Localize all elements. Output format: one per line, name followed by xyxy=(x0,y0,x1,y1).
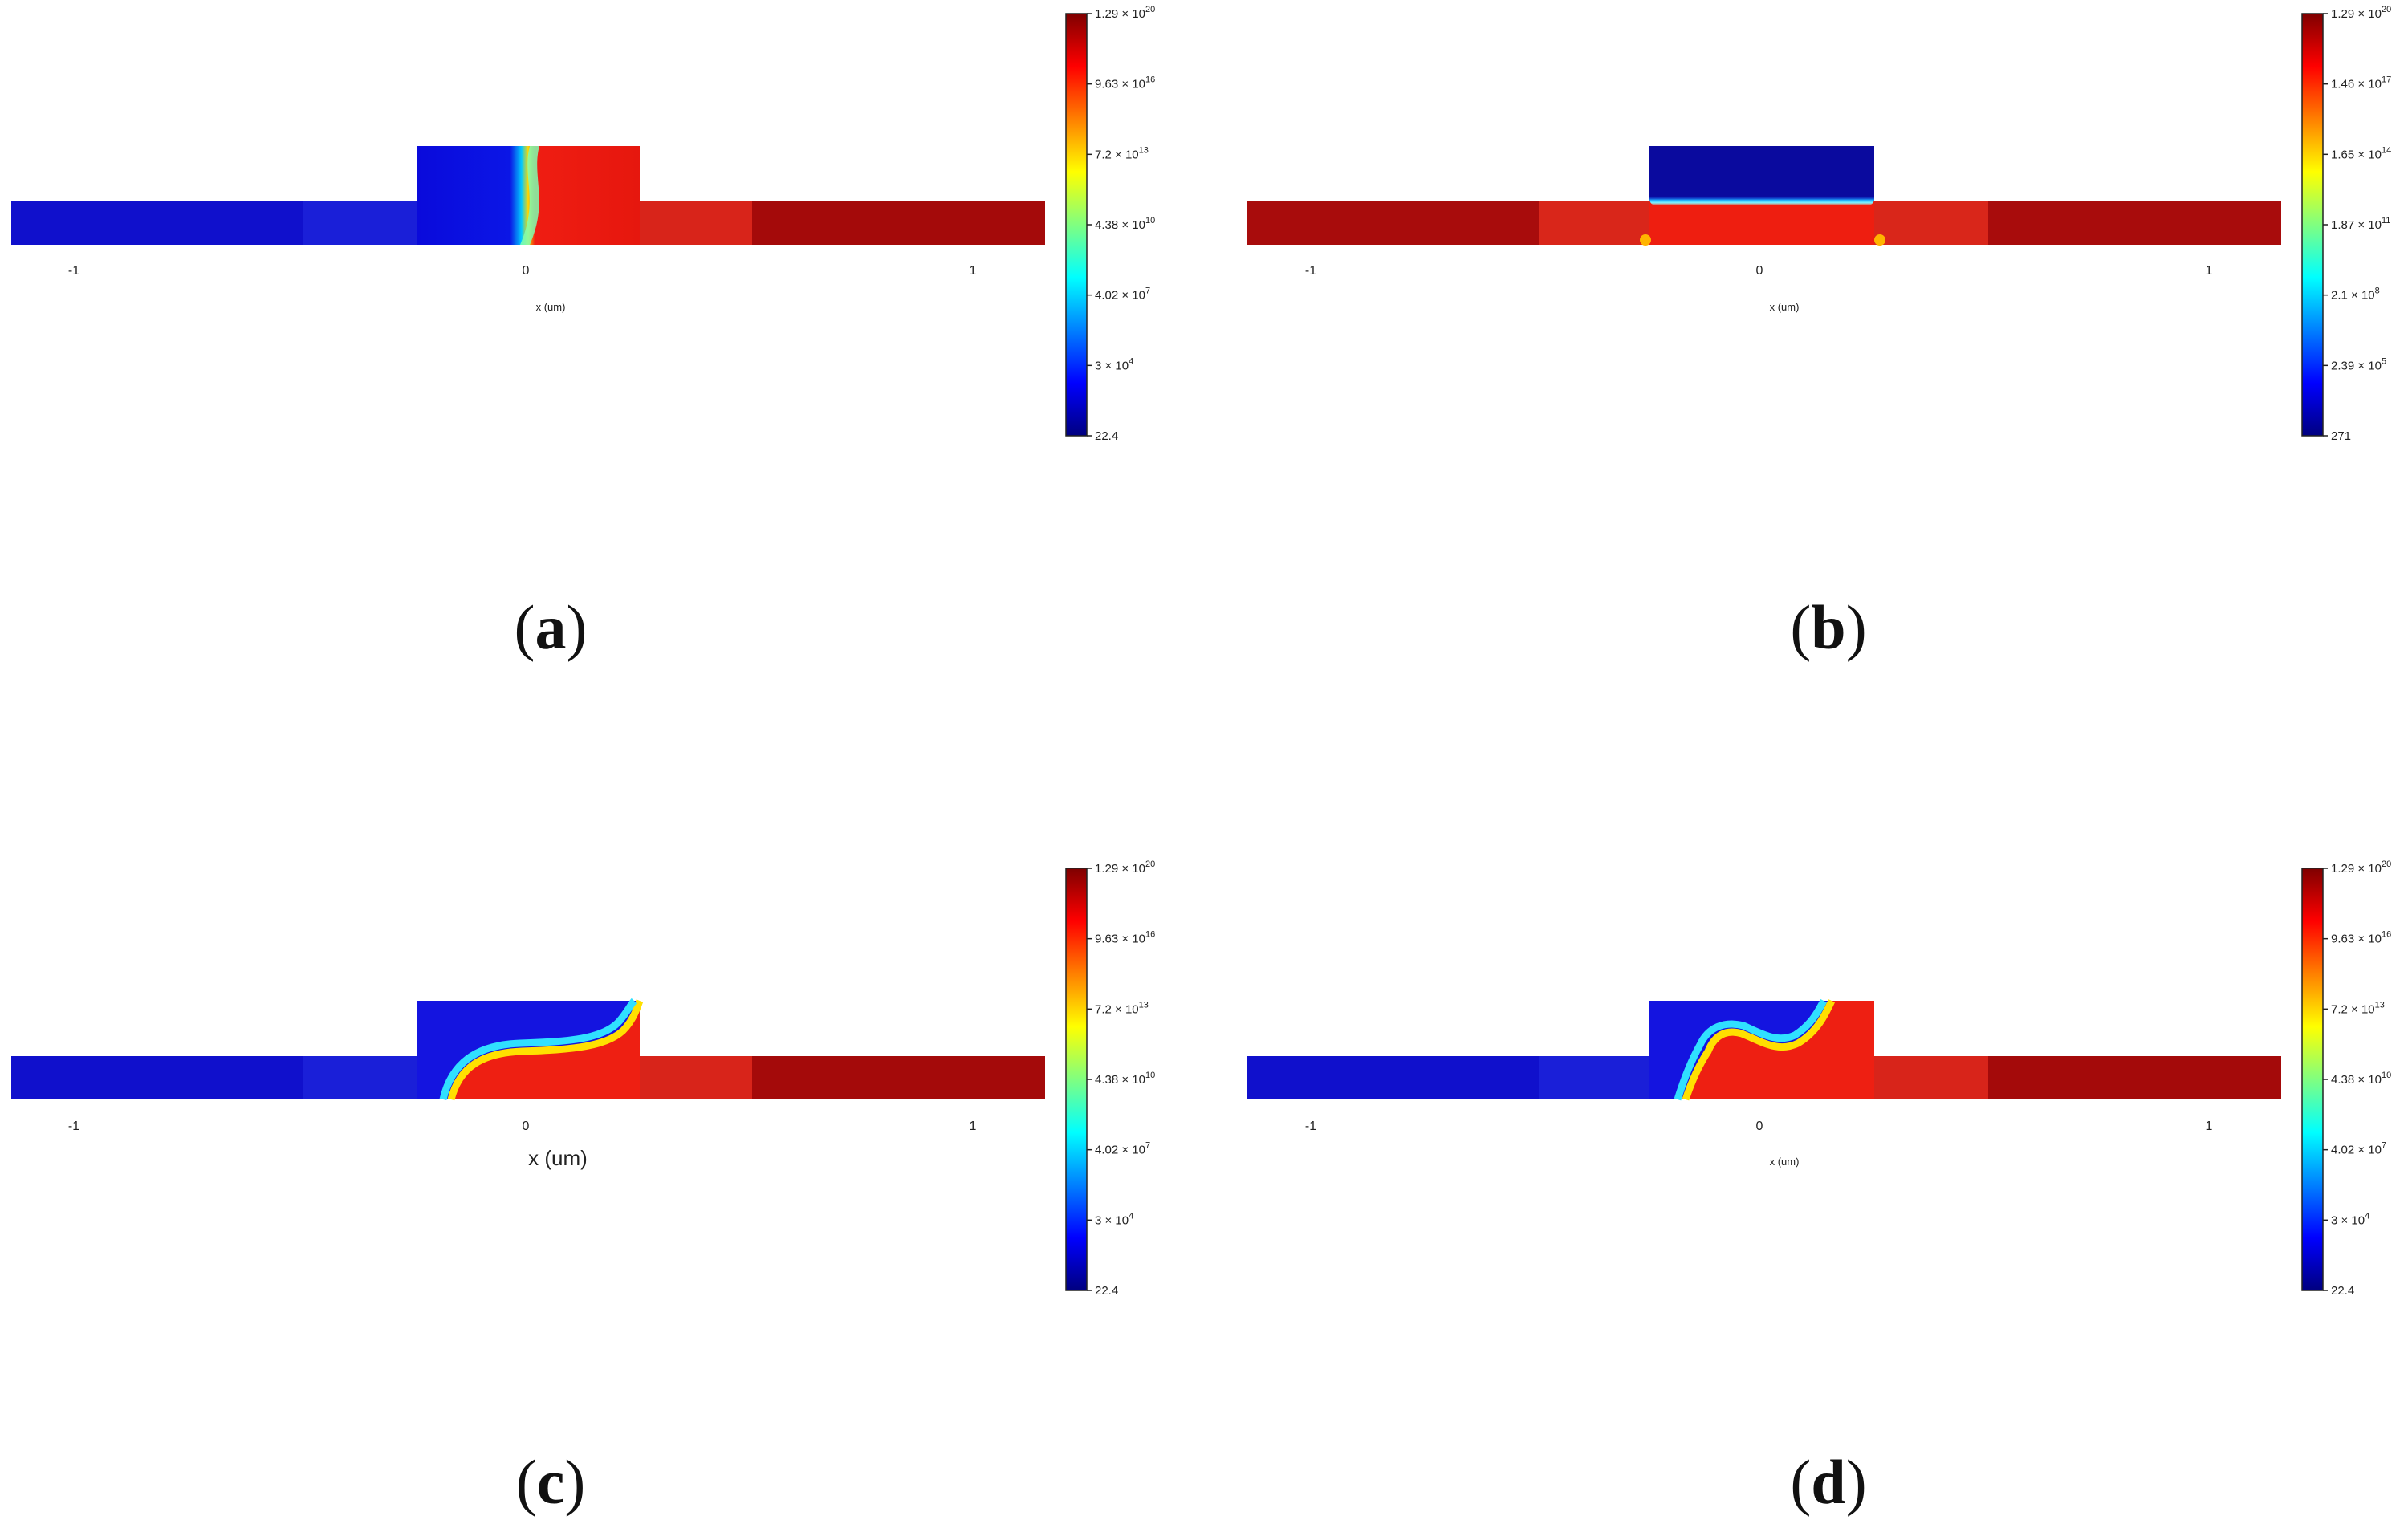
colorbar-tick-label: 1.29 × 1020 xyxy=(2331,860,2391,876)
colorbar-ticks-b: 1.29 × 1020 1.46 × 1017 1.65 × 1014 1.87 × … xyxy=(2323,5,2391,443)
colorbar-bar xyxy=(2301,13,2324,437)
boundary-edge-c xyxy=(439,998,637,1101)
boundary-edge-d xyxy=(1674,998,1827,1101)
colorbar-tick-label: 2.1 × 108 xyxy=(2331,287,2380,303)
colorbar-ticks-a: 1.29 × 1020 9.63 × 1016 7.2 × 1013 4.38 × 1… xyxy=(1087,5,1155,443)
x-axis-label: x (um) xyxy=(1770,1156,1800,1168)
x-tick-label: 0 xyxy=(1756,264,1763,278)
panel-a: -1 0 1 x (um) 1.29 × 1020 9.63 × 1016 7.2 … xyxy=(11,5,1155,662)
panel-d: -1 0 1 x (um) 1.29 × 1020 9.63 × 1016 7.2 … xyxy=(1247,860,2391,1517)
x-tick-label: 1 xyxy=(970,264,977,278)
colorbar-tick-label: 4.38 × 1010 xyxy=(1095,216,1155,232)
colorbar-tick-label: 4.02 × 107 xyxy=(1095,287,1150,303)
x-tick-label: -1 xyxy=(1305,1120,1316,1133)
x-tick-label: 1 xyxy=(970,1120,977,1133)
x-axis-a: -1 0 1 x (um) xyxy=(68,264,977,313)
channel-mid-left-b xyxy=(1539,201,1649,245)
channel-left-shade-c xyxy=(303,1056,417,1099)
channel-far-right-c xyxy=(752,1056,1045,1099)
colorbar-d: 1.29 × 1020 9.63 × 1016 7.2 × 1013 4.38 × 1… xyxy=(2301,860,2391,1298)
colorbar-ticks-c: 1.29 × 1020 9.63 × 1016 7.2 × 1013 4.38 × 1… xyxy=(1087,860,1155,1298)
colorbar-tick-label: 4.38 × 1010 xyxy=(2331,1071,2391,1087)
colorbar-tick-label: 4.02 × 107 xyxy=(1095,1141,1150,1157)
heatmap-a xyxy=(11,146,1045,245)
colorbar-tick-label: 1.29 × 1020 xyxy=(1095,5,1155,21)
colorbar-tick-label: 9.63 × 1016 xyxy=(2331,930,2391,946)
channel-right-b xyxy=(1988,201,2281,245)
x-axis-label: x (um) xyxy=(1770,301,1800,313)
channel-right-d xyxy=(1874,1056,1988,1099)
channel-right-c xyxy=(640,1056,752,1099)
colorbar-tick-label: 1.29 × 1020 xyxy=(1095,860,1155,876)
x-tick-label: -1 xyxy=(68,1120,79,1133)
x-tick-label: 0 xyxy=(523,1120,530,1133)
channel-mid-right-b xyxy=(1874,201,1988,245)
x-tick-label: 1 xyxy=(2206,1120,2213,1133)
heatmap-c xyxy=(11,998,1045,1101)
x-tick-label: -1 xyxy=(68,264,79,278)
panel-caption: (c) xyxy=(516,1447,586,1517)
colorbar-tick-label: 22.4 xyxy=(2331,1284,2354,1298)
colorbar-c: 1.29 × 1020 9.63 × 1016 7.2 × 1013 4.38 × 1… xyxy=(1065,860,1155,1298)
colorbar-bar xyxy=(1065,13,1088,437)
panel-caption: (a) xyxy=(515,592,588,662)
colorbar-tick-label: 7.2 × 1013 xyxy=(1095,145,1149,161)
colorbar-tick-label: 3 × 104 xyxy=(1095,356,1133,372)
colorbar-tick-label: 1.87 × 1011 xyxy=(2331,216,2390,232)
x-axis-label: x (um) xyxy=(528,1146,588,1170)
colorbar-b: 1.29 × 1020 1.46 × 1017 1.65 × 1014 1.87 × … xyxy=(2301,5,2391,443)
channel-left-shade-d xyxy=(1539,1056,1649,1099)
colorbar-bar xyxy=(2301,868,2324,1291)
x-tick-label: 1 xyxy=(2206,264,2213,278)
boundary-region-c xyxy=(451,1001,640,1099)
colorbar-tick-label: 1.29 × 1020 xyxy=(2331,5,2391,21)
heatmap-b xyxy=(1247,146,2281,246)
colorbar-tick-label: 1.65 × 1014 xyxy=(2331,145,2391,161)
x-tick-label: 0 xyxy=(523,264,530,278)
hotspot-b xyxy=(1874,234,1885,246)
channel-right-a xyxy=(640,201,752,245)
channel-left-shade-a xyxy=(303,201,417,245)
colorbar-tick-label: 3 × 104 xyxy=(2331,1211,2369,1227)
channel-center-b xyxy=(1649,201,1874,245)
x-axis-label: x (um) xyxy=(536,301,566,313)
colorbar-tick-label: 7.2 × 1013 xyxy=(2331,1000,2385,1016)
colorbar-bar xyxy=(1065,868,1088,1291)
boundary-front-c xyxy=(447,999,644,1101)
colorbar-tick-label: 9.63 × 1016 xyxy=(1095,75,1155,91)
x-axis-c: -1 0 1 x (um) xyxy=(68,1120,977,1170)
x-axis-d: -1 0 1 x (um) xyxy=(1305,1120,2213,1168)
x-tick-label: 0 xyxy=(1756,1120,1763,1133)
panel-c: -1 0 1 x (um) 1.29 × 1020 9.63 × 1016 7.2 … xyxy=(11,860,1155,1517)
colorbar-tick-label: 4.02 × 107 xyxy=(2331,1141,2386,1157)
panel-b: -1 0 1 x (um) 1.29 × 1020 1.46 × 1017 1.65… xyxy=(1247,5,2391,662)
colorbar-a: 1.29 × 1020 9.63 × 1016 7.2 × 1013 4.38 × 1… xyxy=(1065,5,1155,443)
colorbar-tick-label: 2.39 × 105 xyxy=(2331,356,2386,372)
colorbar-tick-label: 271 xyxy=(2331,429,2351,443)
channel-left-d xyxy=(1247,1056,1539,1099)
panel-caption: (b) xyxy=(1790,592,1866,662)
colorbar-tick-label: 22.4 xyxy=(1095,1284,1118,1298)
colorbar-tick-label: 4.38 × 1010 xyxy=(1095,1071,1155,1087)
colorbar-tick-label: 1.46 × 1017 xyxy=(2331,75,2391,91)
channel-far-right-a xyxy=(752,201,1045,245)
channel-far-right-d xyxy=(1988,1056,2281,1099)
colorbar-tick-label: 22.4 xyxy=(1095,429,1118,443)
colorbar-tick-label: 9.63 × 1016 xyxy=(1095,930,1155,946)
colorbar-ticks-d: 1.29 × 1020 9.63 × 1016 7.2 × 1013 4.38 × 1… xyxy=(2323,860,2391,1298)
gate-boundary-b xyxy=(1649,185,1874,205)
x-axis-b: -1 0 1 x (um) xyxy=(1305,264,2213,313)
hotspot-b xyxy=(1640,234,1651,246)
panel-caption: (d) xyxy=(1790,1447,1866,1517)
boundary-front-a xyxy=(520,146,539,245)
colorbar-tick-label: 7.2 × 1013 xyxy=(1095,1000,1149,1016)
channel-left-b xyxy=(1247,201,1539,245)
x-tick-label: -1 xyxy=(1305,264,1316,278)
colorbar-tick-label: 3 × 104 xyxy=(1095,1211,1133,1227)
heatmap-d xyxy=(1247,998,2281,1101)
boundary-front-d xyxy=(1682,999,1836,1101)
